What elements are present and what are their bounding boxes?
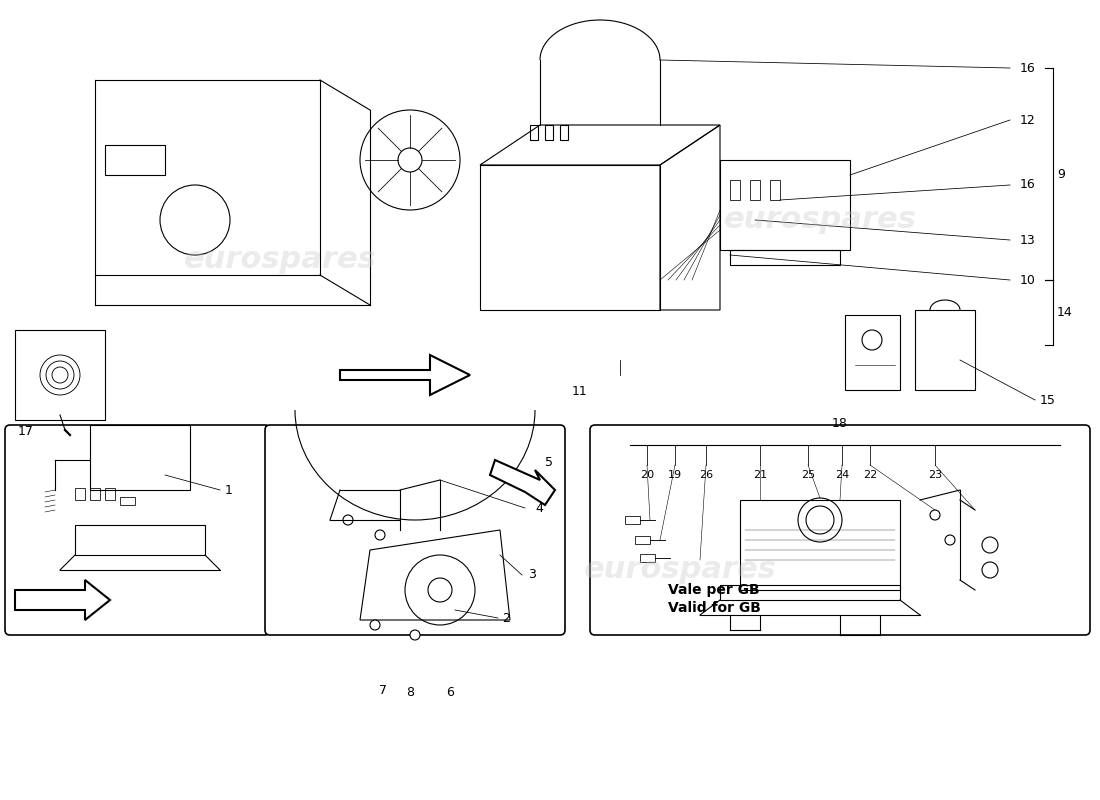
Text: 8: 8	[406, 686, 414, 699]
Bar	[740, 500, 900, 590]
Polygon shape	[15, 580, 110, 620]
Text: 6: 6	[447, 686, 454, 699]
Text: eurospares: eurospares	[724, 206, 916, 234]
Bar	[560, 125, 568, 140]
Text: 10: 10	[1020, 274, 1036, 286]
Text: 3: 3	[528, 569, 536, 582]
Bar	[730, 180, 740, 200]
Bar	[544, 125, 553, 140]
Bar	[625, 516, 640, 524]
Bar	[75, 488, 85, 500]
Text: eurospares: eurospares	[584, 555, 777, 585]
Text: 11: 11	[572, 385, 587, 398]
FancyBboxPatch shape	[6, 425, 270, 635]
Polygon shape	[360, 530, 510, 620]
Bar	[845, 315, 900, 390]
FancyBboxPatch shape	[590, 425, 1090, 635]
Circle shape	[375, 530, 385, 540]
Bar	[75, 525, 205, 555]
Text: 1: 1	[226, 483, 233, 497]
Text: 19: 19	[668, 470, 682, 480]
Bar	[770, 180, 780, 200]
Bar	[530, 125, 538, 140]
Bar	[15, 330, 105, 420]
Bar	[120, 497, 135, 505]
Circle shape	[343, 515, 353, 525]
Text: 14: 14	[1057, 306, 1072, 318]
Text: 13: 13	[1020, 234, 1036, 246]
Text: 25: 25	[801, 470, 815, 480]
Text: 5: 5	[544, 455, 553, 469]
Text: 24: 24	[835, 470, 849, 480]
Bar	[104, 488, 116, 500]
Bar	[720, 160, 850, 250]
Polygon shape	[490, 460, 556, 505]
Text: 7: 7	[379, 683, 387, 697]
Text: 17: 17	[18, 425, 34, 438]
Text: Vale per GB: Vale per GB	[668, 583, 760, 597]
Polygon shape	[340, 355, 470, 395]
FancyBboxPatch shape	[265, 425, 565, 635]
Text: 18: 18	[832, 417, 848, 430]
Text: 4: 4	[535, 502, 543, 514]
Text: 16: 16	[1020, 62, 1036, 74]
Bar	[915, 310, 975, 390]
Text: 22: 22	[862, 470, 877, 480]
Circle shape	[410, 630, 420, 640]
Text: Valid for GB: Valid for GB	[668, 601, 761, 615]
Bar	[635, 536, 650, 544]
Bar	[720, 585, 900, 600]
Text: 23: 23	[928, 470, 942, 480]
Text: 9: 9	[1057, 169, 1065, 182]
Text: 2: 2	[502, 611, 510, 625]
Bar	[90, 425, 190, 490]
Text: eurospares: eurospares	[184, 246, 376, 274]
Bar	[480, 165, 660, 310]
Text: 26: 26	[698, 470, 713, 480]
Bar	[730, 250, 840, 265]
Bar	[90, 488, 100, 500]
Text: 21: 21	[752, 470, 767, 480]
Bar	[104, 145, 165, 175]
Text: 15: 15	[1040, 394, 1056, 406]
Bar	[750, 180, 760, 200]
Circle shape	[370, 620, 379, 630]
Text: 20: 20	[640, 470, 654, 480]
Bar	[640, 554, 654, 562]
Text: 16: 16	[1020, 178, 1036, 191]
Text: 12: 12	[1020, 114, 1036, 126]
